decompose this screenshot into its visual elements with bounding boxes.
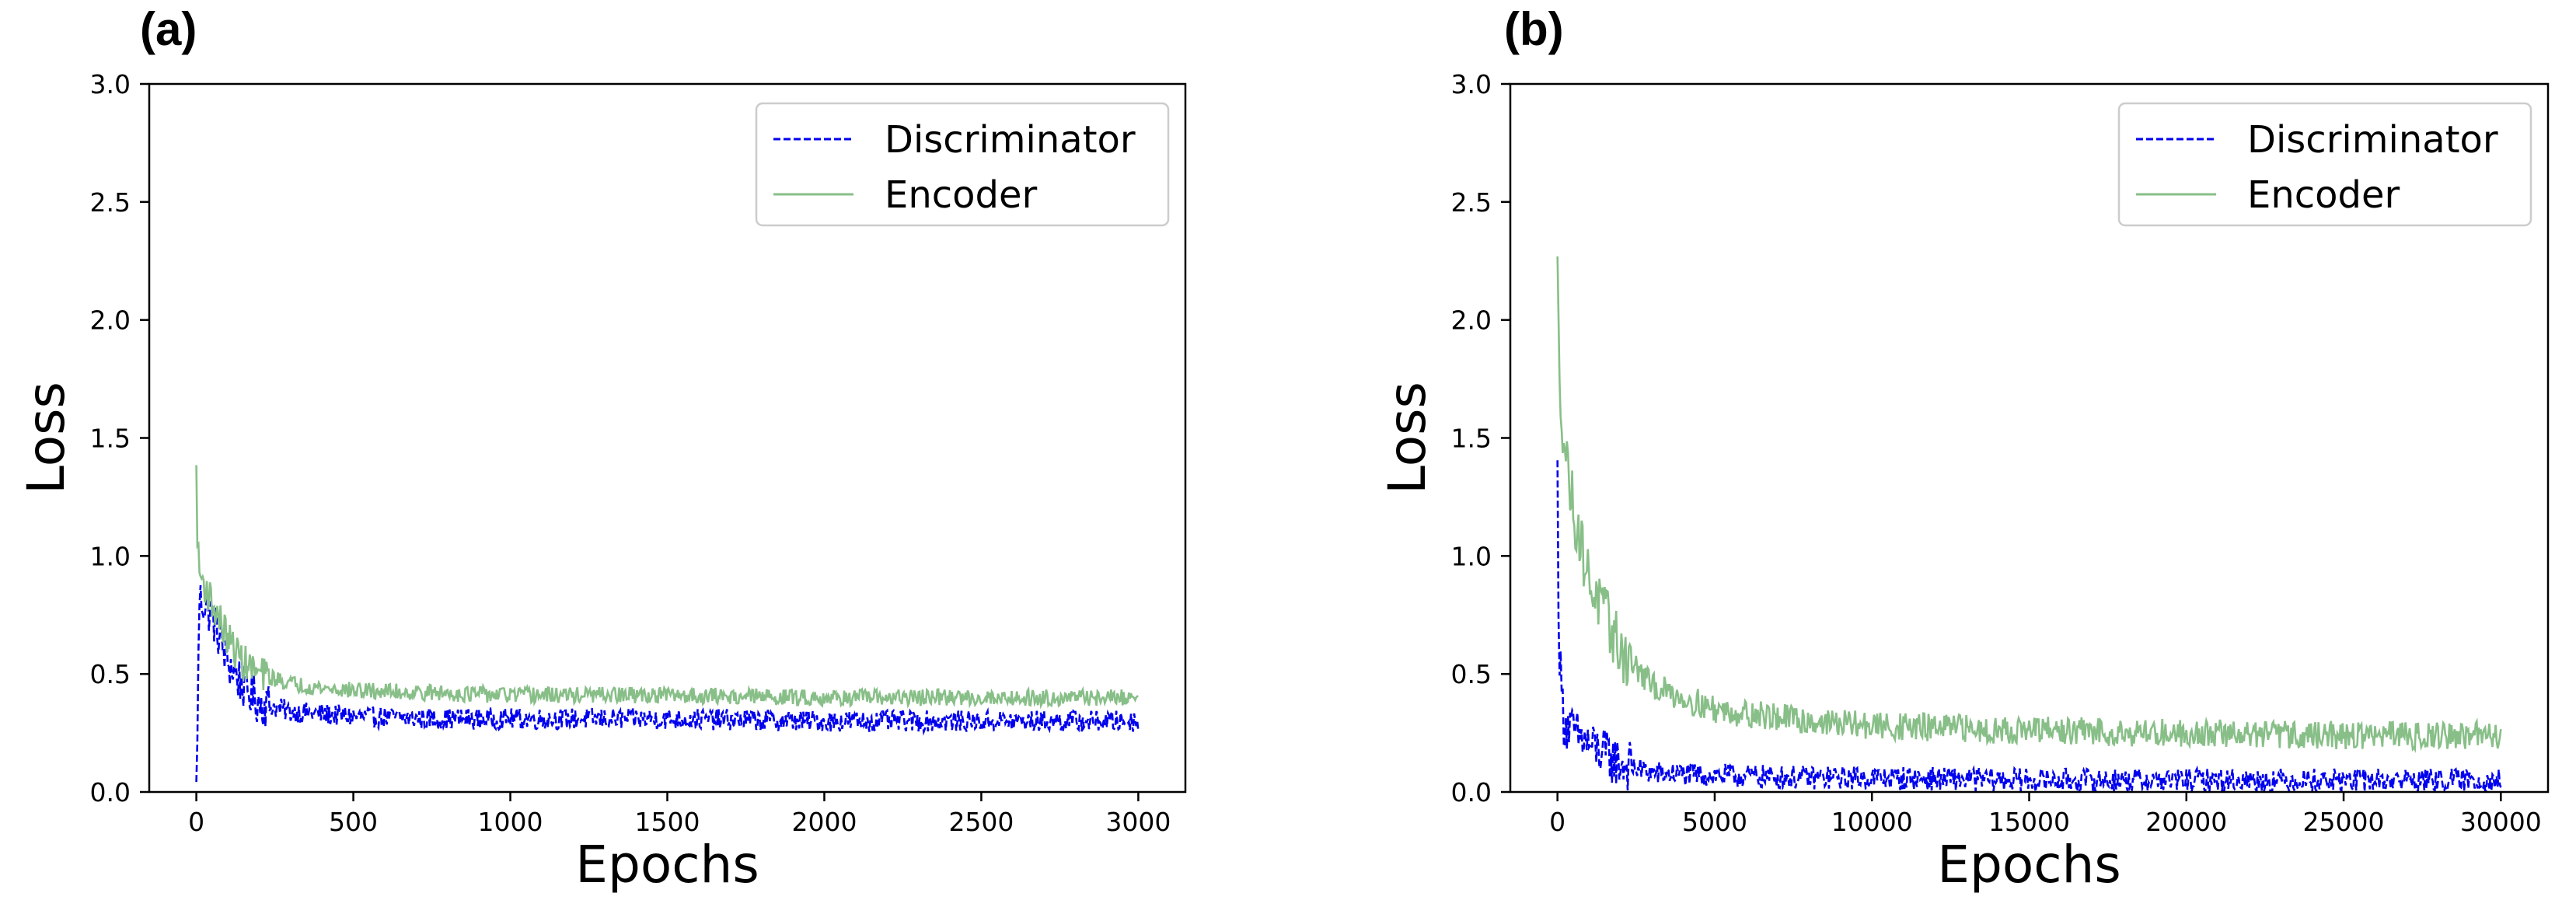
x-tick-label: 25000 <box>2303 807 2385 837</box>
x-tick-label: 1000 <box>478 807 543 837</box>
series-layer <box>1556 256 2502 792</box>
legend: Discriminator Encoder <box>2117 102 2532 227</box>
x-tick-label: 0 <box>1549 807 1565 837</box>
legend-box <box>2117 102 2532 227</box>
legend-label-discriminator: Discriminator <box>885 118 1136 162</box>
series-layer <box>195 465 1140 783</box>
x-tick-label: 10000 <box>1831 807 1913 837</box>
x-tick-label: 500 <box>329 807 378 837</box>
y-tick-label: 1.5 <box>90 424 131 454</box>
x-tick-label: 15000 <box>1988 807 2070 837</box>
legend-label-encoder: Encoder <box>885 173 1038 217</box>
y-tick-label: 0.0 <box>90 777 131 808</box>
legend-label-encoder: Encoder <box>2247 173 2400 217</box>
x-tick-label: 2500 <box>948 807 1014 837</box>
legend-label-discriminator: Discriminator <box>2247 118 2498 162</box>
chart-panel-b: (b) 0 5000 10000 15000 20000 25000 30000 0.0 0.5 1… <box>1377 3 2550 895</box>
y-tick-label: 0.0 <box>1451 777 1492 808</box>
panel-label: (b) <box>1504 3 1564 55</box>
series-line-encoder <box>195 465 1139 710</box>
y-tick-label: 1.0 <box>1451 541 1492 571</box>
y-tick-label: 2.5 <box>1451 187 1492 218</box>
y-tick-label: 0.5 <box>90 659 131 689</box>
legend-box <box>755 102 1170 227</box>
y-tick-label: 1.0 <box>90 541 131 571</box>
series-line-discriminator <box>195 585 1140 783</box>
y-tick-label: 2.0 <box>1451 305 1492 336</box>
x-axis-label: Epochs <box>575 835 759 895</box>
x-axis-label: Epochs <box>1937 835 2120 895</box>
x-tick-label: 5000 <box>1682 807 1747 837</box>
y-tick-label: 2.0 <box>90 305 131 336</box>
y-axis-label: Loss <box>16 382 76 494</box>
series-line-encoder <box>1556 256 2502 753</box>
y-tick-label: 1.5 <box>1451 424 1492 454</box>
x-tick-label: 1500 <box>635 807 700 837</box>
series-line-discriminator <box>1556 460 2502 792</box>
y-axis-label: Loss <box>1377 382 1437 494</box>
panel-label: (a) <box>140 3 197 55</box>
legend: Discriminator Encoder <box>755 102 1170 227</box>
y-tick-label: 3.0 <box>90 69 131 99</box>
x-tick-label: 3000 <box>1105 807 1171 837</box>
chart-panel-a: (a) 0 500 1000 1500 2000 2500 3000 0.0 0.5 1.0 1.5 2… <box>16 3 1187 895</box>
y-tick-label: 3.0 <box>1451 69 1492 99</box>
x-tick-label: 2000 <box>791 807 857 837</box>
y-tick-label: 0.5 <box>1451 659 1492 689</box>
x-tick-label: 30000 <box>2460 807 2542 837</box>
x-tick-label: 0 <box>188 807 204 837</box>
y-tick-label: 2.5 <box>90 187 131 218</box>
x-tick-label: 20000 <box>2145 807 2227 837</box>
